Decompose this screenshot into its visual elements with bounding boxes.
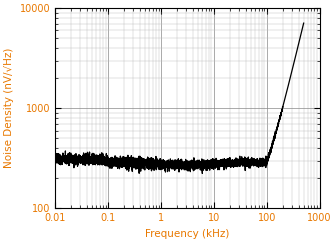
X-axis label: Frequency (kHz): Frequency (kHz) — [145, 229, 229, 239]
Y-axis label: Noise Density (nV/√Hz): Noise Density (nV/√Hz) — [4, 48, 14, 168]
